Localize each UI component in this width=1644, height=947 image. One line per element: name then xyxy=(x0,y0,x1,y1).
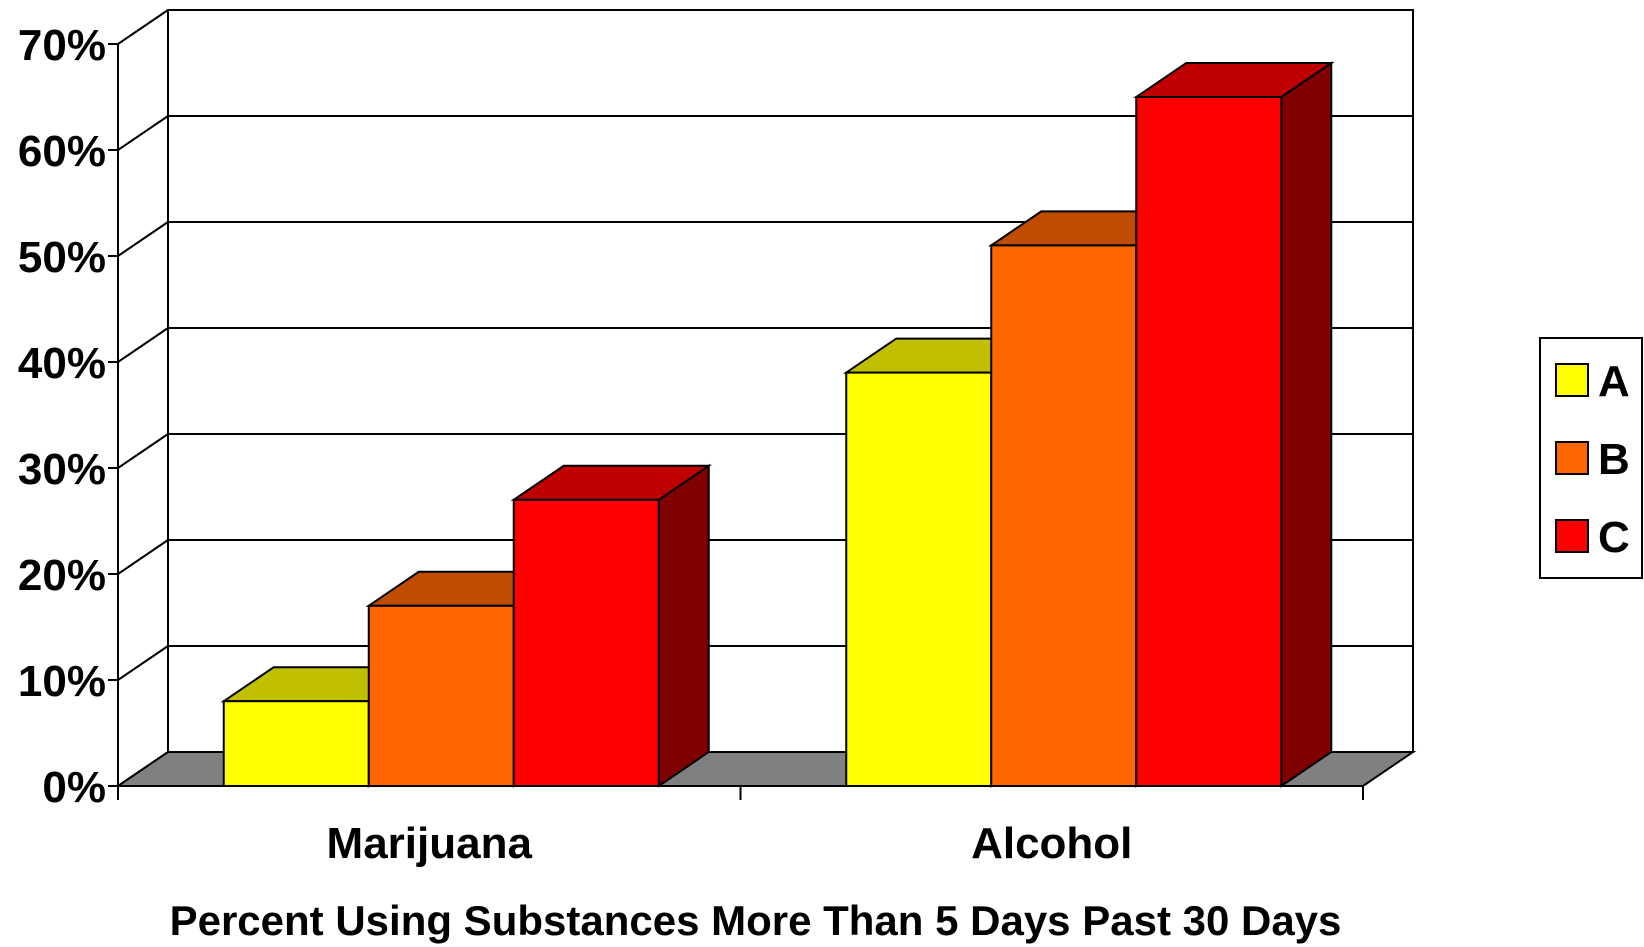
side-gridline xyxy=(117,221,169,257)
legend-swatch-c xyxy=(1555,519,1589,553)
y-tick-label: 0% xyxy=(42,763,106,812)
y-tick-label: 20% xyxy=(18,551,106,600)
category-label: Marijuana xyxy=(327,819,533,868)
legend-swatch-b xyxy=(1555,441,1589,475)
side-gridline xyxy=(117,9,169,45)
bar-front xyxy=(1135,96,1283,787)
bar-front xyxy=(512,498,660,787)
legend-label-c: C xyxy=(1598,513,1630,562)
category-label: Alcohol xyxy=(971,819,1132,868)
y-tick-labels: 0% 10% 20% 30% 40% 50% 60% 70% xyxy=(18,21,106,812)
x-category-labels: Marijuana Alcohol xyxy=(327,819,1133,868)
legend-swatch-a xyxy=(1555,363,1589,397)
bar-c-marijuana xyxy=(510,463,712,788)
y-tick-label: 60% xyxy=(18,127,106,176)
side-gridline xyxy=(117,115,169,151)
chart-bars xyxy=(220,61,1335,788)
side-gridline xyxy=(117,327,169,363)
y-tick-label: 70% xyxy=(18,21,106,70)
legend: ABC xyxy=(1539,337,1643,579)
side-gridline xyxy=(117,433,169,469)
bar-side xyxy=(1280,61,1333,788)
bar-front xyxy=(990,244,1138,787)
y-tick-label: 10% xyxy=(18,657,106,706)
y-tick-label: 50% xyxy=(18,233,106,282)
side-gridline xyxy=(117,539,169,575)
bar-front xyxy=(222,700,370,788)
y-tick-label: 30% xyxy=(18,445,106,494)
bar-side xyxy=(657,463,710,788)
y-tick-label: 40% xyxy=(18,339,106,388)
x-axis-label: Percent Using Substances More Than 5 Day… xyxy=(170,897,1342,944)
bar-front xyxy=(845,371,993,787)
legend-label-a: A xyxy=(1598,357,1630,406)
bar-front xyxy=(367,604,515,787)
bar-c-alcohol xyxy=(1133,61,1335,788)
side-gridline xyxy=(117,645,169,681)
legend-label-b: B xyxy=(1598,435,1630,484)
